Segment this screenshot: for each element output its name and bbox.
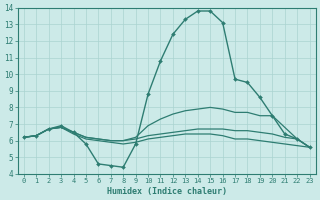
X-axis label: Humidex (Indice chaleur): Humidex (Indice chaleur) — [107, 187, 227, 196]
